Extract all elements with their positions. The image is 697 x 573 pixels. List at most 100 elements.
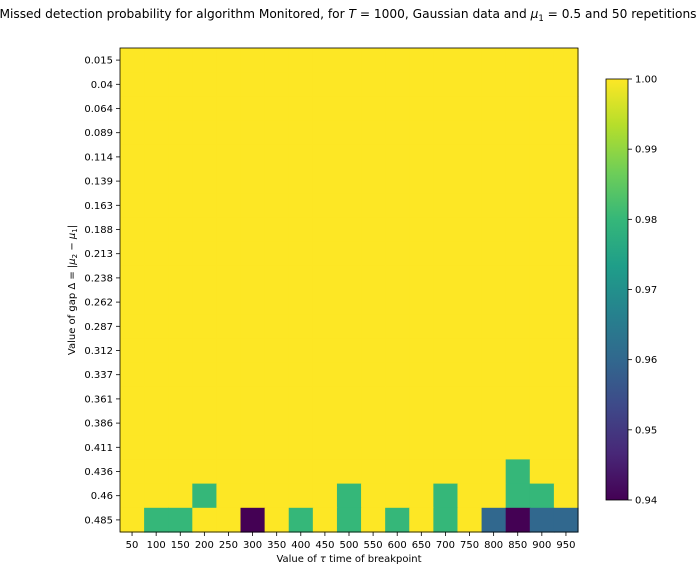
heatmap-cell — [433, 48, 459, 73]
heatmap-cell — [529, 120, 555, 146]
heatmap-cell — [385, 169, 410, 194]
y-tick-label: 0.312 — [84, 346, 113, 357]
heatmap-cell — [216, 459, 242, 485]
heatmap-cell — [240, 144, 266, 170]
heatmap-cell — [505, 314, 531, 339]
heatmap-cell — [240, 435, 266, 460]
y-tick-label: 0.114 — [84, 152, 113, 163]
heatmap-cell — [409, 193, 434, 218]
heatmap-cell — [216, 265, 242, 291]
y-tick-label: 0.436 — [84, 467, 113, 478]
heatmap-cell — [168, 96, 193, 122]
y-tick-label: 0.411 — [84, 443, 113, 454]
heatmap-cell — [361, 169, 386, 194]
heatmap-cell — [409, 96, 434, 122]
heatmap-cell — [481, 48, 507, 73]
colorbar-tick-label: 1.00 — [635, 75, 657, 86]
heatmap-cell — [361, 265, 386, 291]
heatmap-cell — [505, 217, 531, 243]
heatmap-cell — [264, 193, 290, 218]
heatmap-cell — [385, 411, 410, 436]
heatmap-cell — [361, 411, 386, 436]
heatmap-cell — [457, 314, 483, 339]
heatmap-cell — [529, 290, 555, 315]
heatmap-cell — [168, 72, 193, 97]
colorbar-tick-label: 0.99 — [635, 145, 657, 156]
heatmap-cell — [336, 386, 362, 412]
heatmap-cell — [409, 265, 434, 291]
heatmap-cell — [361, 314, 386, 339]
heatmap-cell — [168, 241, 193, 267]
heatmap-cell — [529, 362, 555, 388]
heatmap-cell — [457, 265, 483, 291]
heatmap-cell — [505, 144, 531, 170]
heatmap-cell — [433, 120, 459, 146]
heatmap-cell — [409, 169, 434, 194]
heatmap-cell — [168, 435, 193, 460]
heatmap-cell — [120, 96, 145, 122]
heatmap-cell — [505, 193, 531, 218]
heatmap-cell — [144, 411, 169, 436]
heatmap-cell — [144, 386, 169, 412]
heatmap-cell — [385, 72, 410, 97]
heatmap-cell — [457, 338, 483, 364]
heatmap-cell — [481, 265, 507, 291]
heatmap-cell — [144, 314, 169, 339]
heatmap-cell — [529, 72, 555, 97]
heatmap-cell — [457, 217, 483, 243]
heatmap-cell — [192, 193, 218, 218]
heatmap-cell — [144, 120, 169, 146]
heatmap-cell — [433, 217, 459, 243]
heatmap-cell — [433, 241, 459, 267]
heatmap-cell — [553, 48, 579, 73]
heatmap-cell — [385, 265, 410, 291]
heatmap-cell — [336, 144, 362, 170]
heatmap-cell — [312, 411, 338, 436]
heatmap-cell — [361, 459, 386, 485]
heatmap-cell — [481, 241, 507, 267]
heatmap-cell — [505, 169, 531, 194]
heatmap-cell — [409, 241, 434, 267]
heatmap-cell — [216, 411, 242, 436]
heatmap-cell — [192, 96, 218, 122]
heatmap-cell — [433, 435, 459, 460]
heatmap-cell — [216, 386, 242, 412]
heatmap-cell — [361, 144, 386, 170]
heatmap-cell — [264, 411, 290, 436]
heatmap-cell — [264, 48, 290, 73]
heatmap-cell — [553, 362, 579, 388]
heatmap-cell — [168, 338, 193, 364]
heatmap-cell — [336, 459, 362, 485]
colorbar-tick-label: 0.96 — [635, 355, 657, 366]
y-tick-label: 0.238 — [84, 273, 113, 284]
heatmap-cell — [312, 507, 338, 533]
heatmap-cell — [192, 459, 218, 485]
heatmap-cell — [264, 169, 290, 194]
heatmap-cell — [240, 193, 266, 218]
heatmap-cell — [240, 48, 266, 73]
y-tick-label: 0.337 — [84, 370, 113, 381]
heatmap-cell — [361, 435, 386, 460]
heatmap-cell — [433, 483, 459, 509]
heatmap-cell — [481, 144, 507, 170]
heatmap-cell — [361, 386, 386, 412]
heatmap-cell — [288, 338, 314, 364]
heatmap-cell — [288, 96, 314, 122]
heatmap-cell — [240, 411, 266, 436]
y-tick-label: 0.188 — [84, 225, 113, 236]
heatmap-cell — [192, 144, 218, 170]
heatmap-cell — [216, 48, 242, 73]
heatmap-cell — [409, 120, 434, 146]
heatmap-cell — [481, 338, 507, 364]
heatmap-cell — [481, 217, 507, 243]
heatmap-cell — [120, 72, 145, 97]
heatmap-cell — [336, 411, 362, 436]
x-tick-label: 850 — [508, 540, 527, 551]
heatmap-cell — [288, 386, 314, 412]
heatmap-cell — [553, 507, 579, 533]
x-tick-label: 350 — [267, 540, 286, 551]
heatmap-cell — [120, 169, 145, 194]
heatmap-cell — [385, 144, 410, 170]
heatmap-cell — [216, 435, 242, 460]
heatmap-cell — [361, 338, 386, 364]
